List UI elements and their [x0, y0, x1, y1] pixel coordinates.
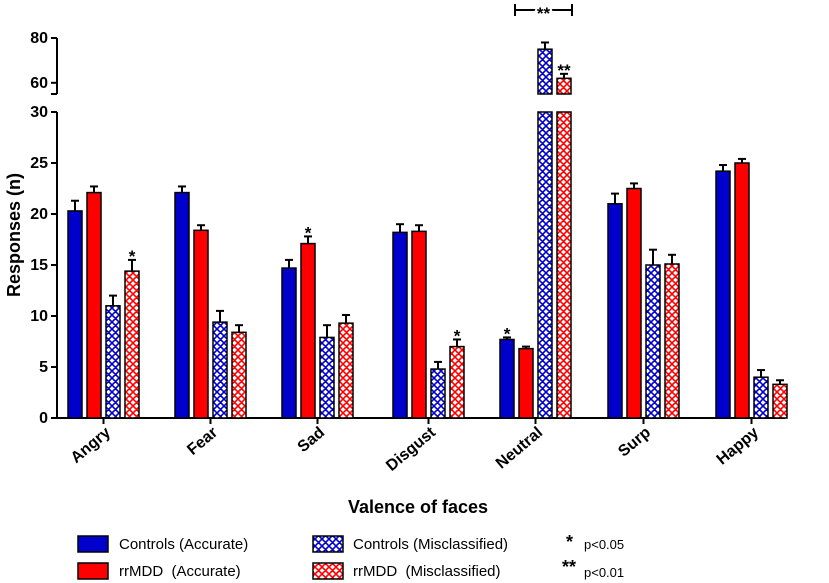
y-tick-label-upper: 60 — [30, 75, 48, 92]
y-axis-title: Responses (n) — [4, 173, 24, 297]
sig-legend-label-2: p<0.01 — [584, 565, 624, 580]
bar — [626, 187, 642, 419]
y-tick-label-lower: 30 — [30, 104, 48, 121]
significance-marker: * — [504, 324, 511, 343]
legend: Controls (Accurate) rrMDD (Accurate) Con… — [77, 532, 624, 580]
y-tick-label-lower: 15 — [30, 257, 48, 274]
bar — [319, 336, 335, 419]
y-tick-label-lower: 5 — [39, 359, 48, 376]
significance-marker: * — [454, 326, 461, 345]
bar — [518, 347, 534, 419]
legend-label-rrmdd-misclassified: rrMDD (Misclassified) — [353, 563, 501, 580]
bar — [231, 331, 247, 419]
bar — [734, 162, 750, 419]
bar — [67, 210, 83, 419]
y-tick-label-lower: 25 — [30, 155, 48, 172]
y-tick-label-upper: 80 — [30, 30, 48, 47]
x-tick-label: Surp — [615, 424, 654, 461]
bar — [645, 264, 661, 419]
bar — [281, 267, 297, 419]
bar — [607, 203, 623, 419]
bar — [212, 321, 228, 419]
legend-label-rrmdd-accurate: rrMDD (Accurate) — [119, 563, 241, 580]
bar — [174, 191, 190, 419]
significance-marker: ** — [537, 4, 551, 23]
bar — [772, 383, 788, 419]
sig-legend-label-1: p<0.05 — [584, 537, 624, 552]
x-tick-label: Disgust — [383, 424, 439, 475]
bar — [753, 376, 769, 419]
legend-swatch-rrmdd-accurate — [77, 562, 109, 580]
bar — [449, 345, 465, 419]
sig-legend-symbol-1: * — [566, 532, 573, 552]
bar — [392, 231, 408, 419]
bar — [338, 322, 354, 419]
bar-upper-part — [556, 77, 572, 95]
x-tick-label: Happy — [714, 424, 762, 469]
significance-marker: * — [305, 223, 312, 242]
x-tick-label: Neutral — [493, 424, 546, 472]
x-tick-label: Fear — [184, 424, 221, 459]
significance-marker: ** — [557, 61, 571, 80]
x-tick-label: Angry — [68, 424, 114, 467]
bar — [411, 230, 427, 419]
bar — [664, 263, 680, 419]
bar — [499, 338, 515, 419]
legend-swatch-rrmdd-misclassified — [312, 562, 344, 580]
bars-group — [67, 41, 788, 419]
bar — [300, 242, 316, 419]
legend-swatch-controls-misclassified — [312, 535, 344, 553]
bar-lower-part — [537, 111, 553, 419]
bar — [86, 191, 102, 419]
legend-label-controls-accurate: Controls (Accurate) — [119, 536, 248, 553]
bar — [105, 305, 121, 419]
y-tick-label-lower: 10 — [30, 308, 48, 325]
bar — [193, 229, 209, 419]
bar — [124, 270, 140, 419]
legend-swatch-controls-accurate — [77, 535, 109, 553]
x-tick-label: Sad — [295, 424, 328, 456]
bar — [715, 170, 731, 419]
bar-upper-part — [537, 48, 553, 95]
bar — [430, 368, 446, 419]
y-tick-label-lower: 0 — [39, 410, 48, 427]
legend-label-controls-misclassified: Controls (Misclassified) — [353, 536, 508, 553]
bar-lower-part — [556, 111, 572, 419]
significance-marker: * — [129, 247, 136, 266]
sig-legend-symbol-2: ** — [562, 557, 576, 577]
x-axis-title: Valence of faces — [348, 497, 488, 517]
y-tick-label-lower: 20 — [30, 206, 48, 223]
